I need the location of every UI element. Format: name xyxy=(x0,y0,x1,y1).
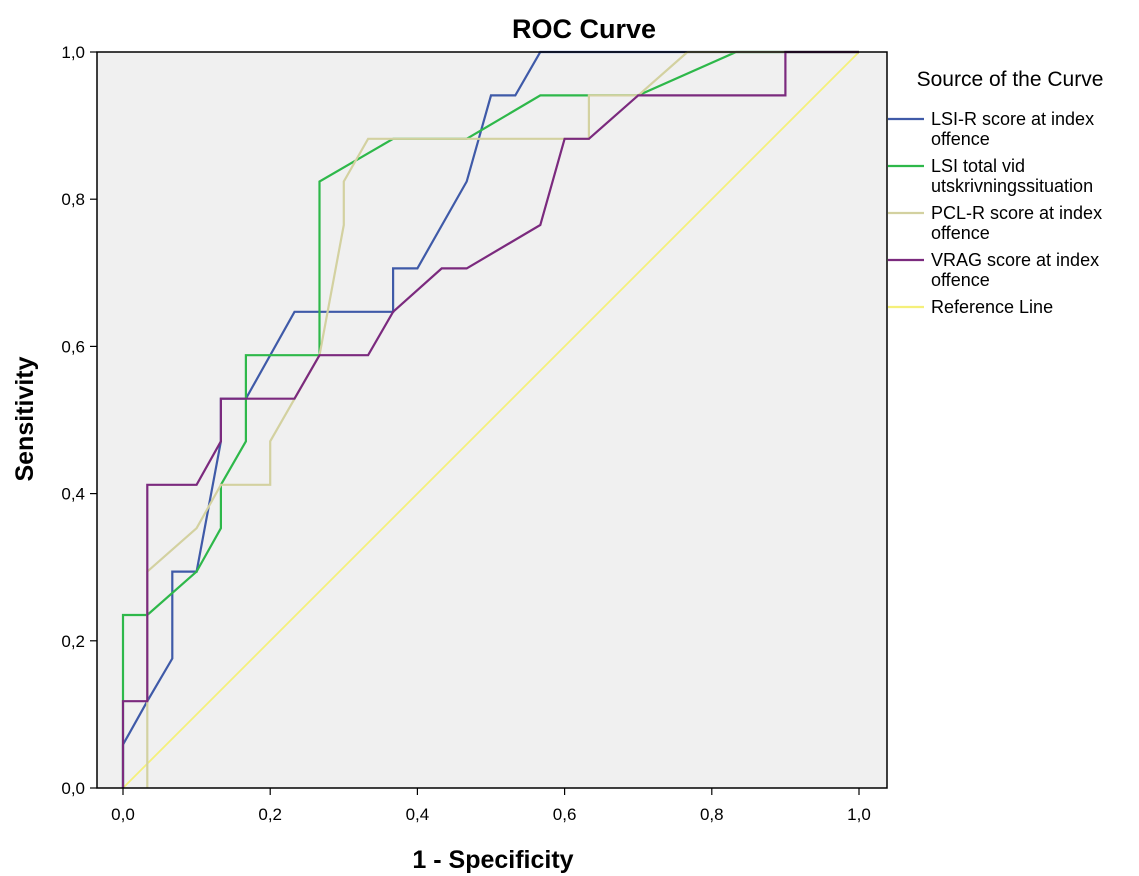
legend-label: Reference Line xyxy=(931,297,1053,317)
x-tick-label: 0,8 xyxy=(700,805,724,824)
chart-title: ROC Curve xyxy=(512,14,656,44)
x-tick-label: 0,2 xyxy=(258,805,282,824)
legend-title: Source of the Curve xyxy=(917,68,1104,91)
x-tick-label: 0,6 xyxy=(553,805,577,824)
y-tick-label: 0,2 xyxy=(61,632,85,651)
y-axis-title: Sensitivity xyxy=(11,356,39,481)
legend-label: offence xyxy=(931,223,990,243)
y-tick-label: 0,0 xyxy=(61,779,85,798)
legend-label: LSI total vid xyxy=(931,156,1025,176)
x-tick-label: 0,0 xyxy=(111,805,135,824)
series-line-3 xyxy=(121,50,859,788)
legend-label: VRAG score at index xyxy=(931,250,1099,270)
legend-item: Reference Line xyxy=(888,297,1053,317)
y-tick-label: 0,6 xyxy=(61,337,85,356)
legend-label: offence xyxy=(931,270,990,290)
plot-frame xyxy=(96,51,888,789)
legend-label: utskrivningssituation xyxy=(931,176,1093,196)
legend: Source of the Curve LSI-R score at index… xyxy=(888,68,1103,317)
series-line-4 xyxy=(122,51,860,789)
x-axis-title: 1 - Specificity xyxy=(412,846,573,874)
y-tick-label: 0,4 xyxy=(61,485,85,504)
legend-label: PCL-R score at index xyxy=(931,203,1102,223)
series-line-2 xyxy=(146,50,859,788)
x-tick-label: 1,0 xyxy=(847,805,871,824)
x-tick-label: 0,4 xyxy=(406,805,430,824)
series-line-0 xyxy=(121,50,859,788)
y-tick-label: 1,0 xyxy=(61,43,85,62)
legend-label: LSI-R score at index xyxy=(931,109,1094,129)
y-tick-label: 0,8 xyxy=(61,190,85,209)
legend-label: offence xyxy=(931,129,990,149)
